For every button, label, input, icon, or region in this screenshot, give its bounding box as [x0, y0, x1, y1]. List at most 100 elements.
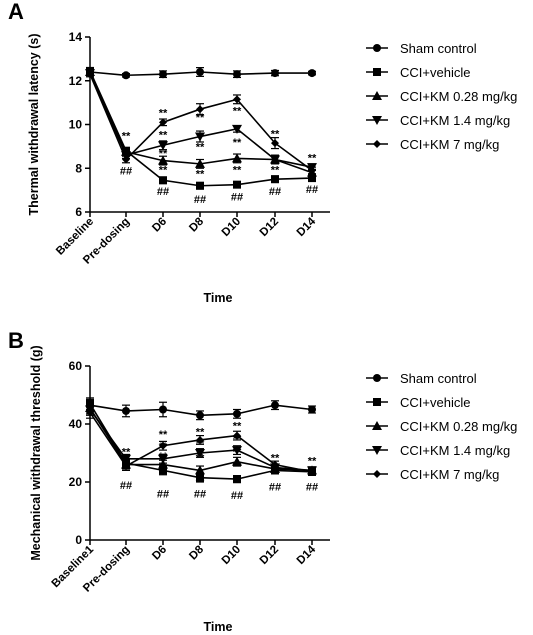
data-point	[121, 454, 131, 464]
data-point	[196, 105, 204, 114]
x-tick-label: D12	[258, 216, 281, 239]
significance-label: **	[196, 452, 205, 464]
legend-marker	[373, 398, 381, 406]
data-point	[270, 155, 280, 165]
data-point	[271, 69, 279, 78]
data-point	[196, 68, 204, 76]
legend-marker	[373, 470, 381, 478]
legend-marker	[373, 44, 381, 52]
significance-label: **	[196, 477, 205, 489]
legend-label: CCI+KM 1.4 mg/kg	[400, 443, 510, 458]
significance-label: **	[196, 438, 205, 450]
data-point	[271, 401, 279, 410]
significance-label: ##	[120, 480, 132, 492]
legend-marker	[373, 68, 381, 76]
legend-label: CCI+KM 7 mg/kg	[400, 467, 499, 482]
data-point	[159, 118, 167, 127]
x-tick-label: D6	[150, 544, 169, 563]
legend-marker	[372, 446, 382, 455]
x-tick-label: D14	[295, 543, 319, 567]
significance-label: **	[271, 164, 280, 176]
panel-letter: A	[8, 0, 24, 24]
legend: Sham control CCI+vehicle CCI+KM 0.28 mg/kg…	[366, 41, 517, 152]
significance-label: ##	[231, 490, 243, 502]
significance-label: **	[196, 426, 205, 438]
data-point	[233, 180, 241, 189]
significance-label: **	[122, 130, 131, 142]
significance-label: **	[271, 452, 280, 464]
data-point	[158, 155, 168, 165]
y-axis-title: Thermal withdrawal latency (s)	[27, 34, 41, 216]
data-point	[196, 411, 204, 420]
significance-label: **	[159, 129, 168, 141]
data-point	[271, 175, 279, 184]
data-point	[159, 70, 167, 79]
series-circle	[86, 67, 316, 80]
significance-label: ##	[157, 186, 169, 198]
x-tick-label: D12	[258, 544, 281, 567]
significance-label: **	[159, 441, 168, 453]
series-circle	[86, 398, 316, 421]
legend-label: CCI+vehicle	[400, 395, 470, 410]
data-point	[158, 141, 168, 151]
significance-label: **	[308, 455, 317, 467]
significance-label: **	[233, 461, 242, 473]
x-axis-title: Time	[204, 291, 233, 305]
significance-label: **	[196, 169, 205, 181]
data-point	[122, 406, 130, 415]
legend-marker	[372, 421, 382, 430]
significance-label: **	[159, 429, 168, 441]
data-point	[159, 441, 167, 450]
y-tick-label: 12	[69, 74, 83, 88]
significance-label: **	[233, 434, 242, 446]
significance-label: ##	[269, 481, 281, 493]
legend-label: Sham control	[400, 371, 477, 386]
significance-label: **	[159, 164, 168, 176]
data-point	[159, 176, 167, 185]
y-tick-label: 8	[75, 161, 82, 175]
data-point	[308, 166, 316, 175]
legend-marker	[372, 91, 382, 100]
significance-label: **	[233, 420, 242, 432]
significance-label: **	[159, 148, 168, 160]
data-point	[308, 405, 316, 414]
data-point	[195, 132, 205, 142]
significance-label: ##	[269, 186, 281, 198]
significance-label: **	[159, 451, 168, 463]
data-point	[308, 174, 316, 183]
x-tick-label: D6	[150, 216, 169, 235]
legend-label: CCI+KM 1.4 mg/kg	[400, 113, 510, 128]
legend: Sham control CCI+vehicle CCI+KM 0.28 mg/kg…	[366, 371, 517, 482]
significance-label: ##	[231, 192, 243, 204]
significance-label: **	[233, 447, 242, 459]
legend-label: CCI+vehicle	[400, 65, 470, 80]
data-point	[233, 70, 241, 79]
data-point	[308, 69, 316, 78]
legend-marker	[372, 116, 382, 125]
legend-label: Sham control	[400, 41, 477, 56]
significance-label: **	[233, 137, 242, 149]
data-point	[196, 181, 204, 190]
data-point	[122, 71, 130, 80]
y-axis-title: Mechanical withdrawal threshold (g)	[29, 345, 43, 560]
data-point	[233, 431, 241, 440]
y-tick-label: 20	[69, 475, 83, 489]
panel-letter: B	[8, 328, 24, 353]
data-point	[86, 408, 94, 417]
significance-label: ##	[157, 489, 169, 501]
legend-label: CCI+KM 0.28 mg/kg	[400, 89, 517, 104]
significance-label: ##	[120, 165, 132, 177]
significance-label: **	[196, 141, 205, 153]
x-tick-label: D8	[187, 543, 206, 562]
data-point	[159, 466, 167, 475]
data-point	[271, 460, 279, 469]
significance-label: **	[196, 112, 205, 124]
data-point	[232, 446, 242, 456]
significance-label: ##	[306, 184, 318, 196]
significance-label: **	[233, 105, 242, 117]
x-axis-title: Time	[204, 620, 233, 634]
y-tick-label: 60	[69, 359, 83, 373]
significance-label: **	[308, 152, 317, 164]
